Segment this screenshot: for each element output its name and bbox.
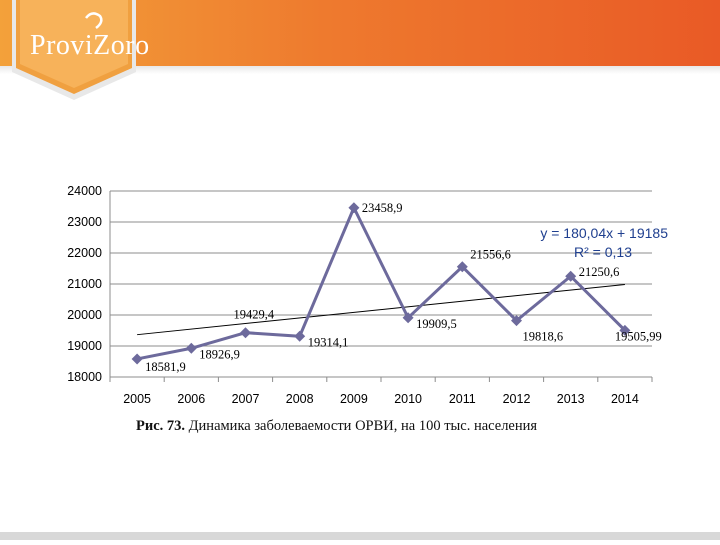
figure-caption: Рис. 73. Динамика заболеваемости ОРВИ, н… bbox=[136, 418, 537, 435]
y-tick-label: 22000 bbox=[67, 246, 102, 260]
data-label: 21250,6 bbox=[579, 265, 620, 279]
data-label: 21556,6 bbox=[470, 248, 511, 262]
trendline bbox=[137, 283, 625, 336]
question-mark-icon bbox=[85, 12, 103, 29]
data-point-marker bbox=[456, 261, 468, 273]
x-tick-label: 2007 bbox=[232, 392, 260, 406]
data-label: 23458,9 bbox=[362, 201, 403, 215]
x-tick-label: 2006 bbox=[177, 392, 205, 406]
data-label: 18581,9 bbox=[145, 360, 186, 374]
x-tick-label: 2012 bbox=[503, 392, 531, 406]
data-point-marker bbox=[240, 327, 251, 339]
data-label: 19505,99 bbox=[615, 329, 662, 343]
caption-prefix: Рис. 73. bbox=[136, 418, 186, 434]
x-tick-label: 2014 bbox=[611, 392, 639, 406]
trend-equation: y = 180,04x + 19185 bbox=[540, 225, 668, 241]
caption-text: Динамика заболеваемости ОРВИ, на 100 тыс… bbox=[185, 418, 538, 434]
y-tick-label: 23000 bbox=[67, 215, 102, 229]
y-tick-label: 21000 bbox=[67, 277, 102, 291]
y-tick-label: 24000 bbox=[67, 184, 102, 198]
x-tick-label: 2005 bbox=[123, 392, 151, 406]
data-label: 19429,4 bbox=[234, 308, 275, 322]
x-tick-label: 2008 bbox=[286, 392, 314, 406]
y-tick-label: 20000 bbox=[67, 308, 102, 322]
data-point-marker bbox=[511, 315, 522, 327]
data-point-marker bbox=[348, 202, 360, 214]
data-label: 18926,9 bbox=[199, 347, 240, 361]
data-point-marker bbox=[402, 312, 414, 324]
x-tick-label: 2010 bbox=[394, 392, 422, 406]
data-point-marker bbox=[294, 330, 306, 342]
x-tick-labels: 2005 2006 2007 2008 2009 2010 2011 2012 2013 2014 bbox=[123, 392, 639, 406]
data-point-marker bbox=[619, 324, 631, 336]
data-point-marker bbox=[131, 353, 143, 365]
y-tick-label: 18000 bbox=[67, 370, 102, 384]
footer-bar bbox=[0, 532, 720, 540]
data-label: 19314,1 bbox=[308, 335, 349, 349]
series-line bbox=[136, 204, 626, 361]
header-shadow bbox=[0, 66, 720, 74]
data-label: 19818,6 bbox=[523, 330, 564, 344]
trend-r2: R² = 0,13 bbox=[574, 244, 632, 260]
logo-text: ProviZoro bbox=[30, 30, 150, 61]
x-tick-label: 2013 bbox=[557, 392, 585, 406]
series-markers bbox=[131, 202, 631, 365]
x-tick-label: 2011 bbox=[449, 392, 476, 406]
y-tick-label: 19000 bbox=[67, 339, 102, 353]
y-tick-labels: 18000 19000 20000 21000 22000 23000 24000 bbox=[67, 184, 102, 384]
data-point-marker bbox=[185, 342, 197, 354]
data-point-marker bbox=[565, 270, 577, 282]
data-labels: 18581,9 18926,9 19429,4 19314,1 23458,9 19909… bbox=[145, 201, 662, 374]
x-tick-label: 2009 bbox=[340, 392, 368, 406]
data-label: 19909,5 bbox=[416, 317, 457, 331]
provizoro-logo[interactable] bbox=[12, 0, 136, 100]
